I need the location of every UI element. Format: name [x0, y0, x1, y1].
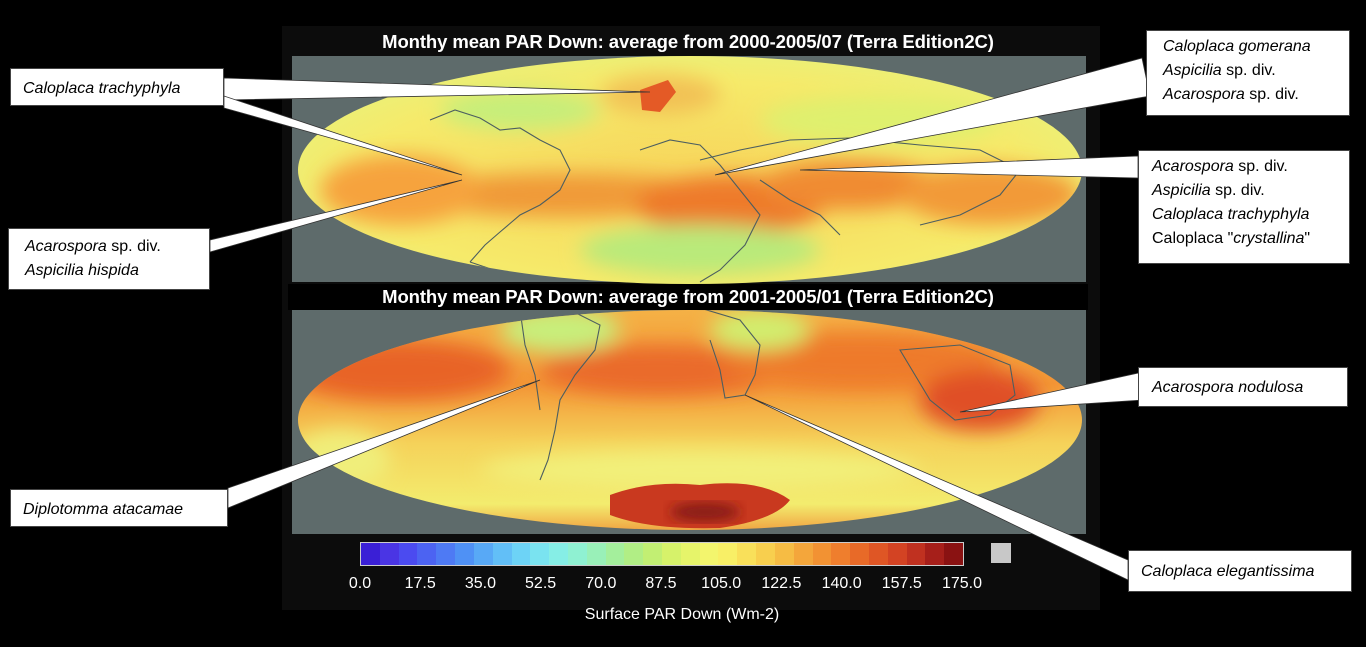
colorbar-swatch	[361, 543, 380, 565]
callout-line: Caloplaca elegantissima	[1141, 560, 1339, 584]
callout-text: sp. div.	[106, 238, 161, 255]
colorbar-swatch	[812, 543, 832, 565]
taxon-name: Acarospora nodulosa	[1152, 379, 1304, 396]
colorbar-swatch	[417, 543, 437, 565]
colorbar-swatch	[586, 543, 606, 565]
colorbar-label: Surface PAR Down (Wm-2)	[584, 606, 780, 623]
colorbar-tick-label: 17.5	[404, 575, 436, 592]
no-data-swatch	[991, 543, 1011, 563]
callout-acarospora-aspicilia-hispida: Acarospora sp. div. Aspicilia hispida	[8, 228, 210, 290]
callout-text: sp. div.	[1233, 158, 1288, 175]
taxon-name: Diplotomma atacamae	[23, 501, 184, 518]
colorbar-tick-label: 140.0	[821, 575, 862, 592]
colorbar-swatch	[699, 543, 719, 565]
callout-text: Caloplaca "	[1152, 230, 1234, 247]
colorbar-swatch	[398, 543, 418, 565]
callout-text: sp. div.	[1221, 62, 1276, 79]
colorbar-tick-label: 175.0	[941, 575, 983, 592]
colorbar-tick-label: 122.5	[761, 575, 802, 592]
colorbar-tick-label: 87.5	[645, 575, 677, 592]
colorbar-tick-label: 70.0	[585, 575, 617, 592]
callout-acarospora-nodulosa: Acarospora nodulosa	[1138, 367, 1348, 407]
callout-line: Diplotomma atacamae	[23, 498, 215, 522]
colorbar-swatch	[605, 543, 625, 565]
callout-line: Aspicilia hispida	[25, 259, 193, 283]
taxon-name: Caloplaca gomerana	[1163, 38, 1311, 55]
colorbar-swatch	[774, 543, 794, 565]
bottom-coastlines	[519, 310, 1016, 481]
taxon-name: Aspicilia	[1152, 182, 1211, 199]
map-top	[298, 56, 1082, 284]
callout-caloplaca-elegantissima: Caloplaca elegantissima	[1128, 550, 1352, 592]
taxon-name: Acarospora	[1163, 86, 1245, 103]
colorbar-tick-label: 157.5	[881, 575, 922, 592]
callout-line: Acarospora sp. div.	[1163, 83, 1333, 107]
callout-line: Caloplaca "crystallina"	[1152, 227, 1336, 251]
callout-text: sp. div.	[1210, 182, 1265, 199]
callout-line: Caloplaca gomerana	[1163, 35, 1333, 59]
colorbar-swatch	[492, 543, 512, 565]
taxon-name: Caloplaca elegantissima	[1141, 563, 1315, 580]
callout-acarospora-caloplaca-crystallina: Acarospora sp. div. Aspicilia sp. div. Cal…	[1138, 150, 1350, 264]
taxon-name: Aspicilia hispida	[25, 262, 139, 279]
colorbar-swatch	[887, 543, 907, 565]
callout-line: Acarospora sp. div.	[1152, 155, 1336, 179]
callout-caloplaca-trachyphyla-north: Caloplaca trachyphyla	[10, 68, 224, 106]
colorbar-swatch	[906, 543, 926, 565]
callout-text: "	[1304, 230, 1311, 247]
taxon-name: Acarospora	[25, 238, 107, 255]
colorbar-swatch	[567, 543, 587, 565]
colorbar-swatch	[662, 543, 681, 565]
colorbar-tick-label: 35.0	[464, 575, 496, 592]
colorbar-tick-label: 0.0	[348, 575, 372, 592]
colorbar-swatch	[737, 543, 757, 565]
colorbar-swatch	[549, 543, 568, 565]
callout-line: Caloplaca trachyphyla	[1152, 203, 1336, 227]
greenland-hotspot	[640, 80, 676, 112]
colorbar-swatch	[643, 543, 662, 565]
callout-line: Acarospora nodulosa	[1152, 376, 1334, 400]
colorbar-swatch	[756, 543, 775, 565]
map-top-title: Monthy mean PAR Down: average from 2000-…	[382, 31, 994, 52]
callout-caloplaca-gomerana: Caloplaca gomerana Aspicilia sp. div. Acar…	[1146, 30, 1350, 116]
colorbar	[360, 542, 964, 566]
colorbar-tick-label: 105.0	[701, 575, 742, 592]
colorbar-swatch	[530, 543, 550, 565]
colorbar-swatch	[925, 543, 945, 565]
map-bottom-title: Monthy mean PAR Down: average from 2001-…	[288, 284, 1088, 310]
callout-line: Aspicilia sp. div.	[1152, 179, 1336, 203]
colorbar-swatch	[831, 543, 851, 565]
colorbar-tick-label: 52.5	[525, 575, 557, 592]
callout-line: Aspicilia sp. div.	[1163, 59, 1333, 83]
colorbar-swatch	[379, 543, 399, 565]
map-bottom	[298, 310, 1082, 530]
taxon-name: crystallina	[1233, 230, 1305, 247]
taxon-name: Caloplaca trachyphyla	[1152, 206, 1310, 223]
colorbar-swatch	[680, 543, 700, 565]
colorbar-swatch	[868, 543, 888, 565]
taxon-name: Aspicilia	[1163, 62, 1222, 79]
taxon-name: Caloplaca trachyphyla	[23, 80, 181, 97]
bottom-heat-blobs	[298, 310, 1040, 490]
taxon-name: Acarospora	[1152, 158, 1234, 175]
colorbar-swatch	[850, 543, 869, 565]
top-heat-blobs	[320, 75, 1080, 275]
callout-text: sp. div.	[1244, 86, 1299, 103]
colorbar-swatch	[473, 543, 493, 565]
colorbar-swatch	[455, 543, 474, 565]
callout-line: Acarospora sp. div.	[25, 235, 193, 259]
colorbar-swatch	[511, 543, 531, 565]
colorbar-swatch	[436, 543, 456, 565]
callout-line: Caloplaca trachyphyla	[23, 77, 211, 101]
callout-diplotomma-atacamae: Diplotomma atacamae	[10, 489, 228, 527]
colorbar-swatch	[944, 543, 963, 565]
colorbar-swatch	[793, 543, 813, 565]
colorbar-swatch	[718, 543, 738, 565]
colorbar-swatch	[624, 543, 644, 565]
callout-pointers	[209, 57, 1151, 581]
